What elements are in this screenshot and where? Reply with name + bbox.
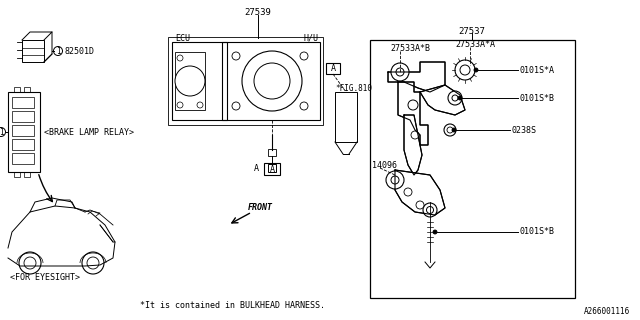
Text: A266001116: A266001116 bbox=[584, 308, 630, 316]
Bar bbox=[326, 63, 340, 74]
Circle shape bbox=[460, 65, 470, 75]
Polygon shape bbox=[404, 115, 422, 175]
Circle shape bbox=[82, 252, 104, 274]
Circle shape bbox=[433, 230, 437, 234]
Circle shape bbox=[197, 102, 203, 108]
Circle shape bbox=[386, 171, 404, 189]
Text: 0238S: 0238S bbox=[512, 125, 537, 134]
Text: 27537: 27537 bbox=[459, 27, 485, 36]
Circle shape bbox=[447, 127, 453, 133]
Bar bbox=[8, 92, 40, 172]
Polygon shape bbox=[388, 62, 445, 92]
Bar bbox=[335, 92, 357, 142]
Text: *It is contained in BULKHEAD HARNESS.: *It is contained in BULKHEAD HARNESS. bbox=[140, 301, 325, 310]
Circle shape bbox=[391, 176, 399, 184]
Text: ECU: ECU bbox=[175, 34, 190, 43]
Text: 1: 1 bbox=[56, 46, 60, 55]
Text: A: A bbox=[269, 164, 275, 173]
Circle shape bbox=[474, 68, 478, 72]
Text: 1: 1 bbox=[0, 127, 3, 137]
Circle shape bbox=[242, 51, 302, 111]
Circle shape bbox=[54, 46, 63, 55]
Text: 0101S*B: 0101S*B bbox=[520, 93, 555, 102]
Circle shape bbox=[452, 95, 458, 101]
Bar bbox=[12, 111, 34, 122]
Bar bbox=[222, 42, 320, 120]
Circle shape bbox=[0, 127, 6, 137]
Bar bbox=[14, 172, 20, 177]
Circle shape bbox=[444, 124, 456, 136]
Text: A: A bbox=[253, 164, 259, 172]
Circle shape bbox=[416, 201, 424, 209]
Circle shape bbox=[455, 60, 475, 80]
Text: *FIG.810: *FIG.810 bbox=[335, 84, 372, 92]
Text: <BRAKE LAMP RELAY>: <BRAKE LAMP RELAY> bbox=[44, 127, 134, 137]
Circle shape bbox=[404, 188, 412, 196]
Circle shape bbox=[458, 96, 462, 100]
Polygon shape bbox=[398, 82, 428, 145]
Text: A: A bbox=[330, 64, 335, 73]
Circle shape bbox=[232, 52, 240, 60]
Circle shape bbox=[177, 55, 183, 61]
Circle shape bbox=[300, 52, 308, 60]
Polygon shape bbox=[420, 85, 465, 115]
Circle shape bbox=[232, 102, 240, 110]
Text: H/U: H/U bbox=[303, 34, 318, 43]
Circle shape bbox=[448, 91, 462, 105]
Circle shape bbox=[396, 68, 404, 76]
Text: 0101S*B: 0101S*B bbox=[520, 228, 555, 236]
Bar bbox=[172, 42, 227, 120]
Bar bbox=[268, 164, 276, 172]
Bar bbox=[22, 40, 44, 62]
Circle shape bbox=[300, 102, 308, 110]
Bar bbox=[268, 149, 276, 156]
Text: 27533A*B: 27533A*B bbox=[390, 44, 430, 52]
Text: 82501D: 82501D bbox=[64, 46, 94, 55]
Circle shape bbox=[87, 257, 99, 269]
Bar bbox=[175, 52, 205, 110]
Circle shape bbox=[423, 203, 437, 217]
Text: 0101S*A: 0101S*A bbox=[520, 66, 555, 75]
Polygon shape bbox=[395, 170, 445, 215]
Circle shape bbox=[411, 131, 419, 139]
Text: 14096: 14096 bbox=[372, 161, 397, 170]
Circle shape bbox=[254, 63, 290, 99]
Circle shape bbox=[19, 252, 41, 274]
Bar bbox=[264, 163, 280, 175]
Bar bbox=[12, 153, 34, 164]
Circle shape bbox=[177, 102, 183, 108]
Text: FRONT: FRONT bbox=[248, 204, 273, 212]
Text: 27539: 27539 bbox=[244, 7, 271, 17]
Bar bbox=[12, 139, 34, 150]
Bar bbox=[370, 40, 575, 298]
Circle shape bbox=[175, 66, 205, 96]
Bar bbox=[12, 125, 34, 136]
Bar bbox=[168, 37, 323, 125]
Circle shape bbox=[391, 63, 409, 81]
Circle shape bbox=[452, 128, 456, 132]
Bar bbox=[24, 172, 30, 177]
Circle shape bbox=[426, 206, 433, 213]
Bar bbox=[14, 87, 20, 92]
Bar bbox=[24, 87, 30, 92]
Text: 27533A*A: 27533A*A bbox=[455, 39, 495, 49]
Circle shape bbox=[408, 100, 418, 110]
Bar bbox=[12, 97, 34, 108]
Text: <FOR EYESIGHT>: <FOR EYESIGHT> bbox=[10, 274, 80, 283]
Circle shape bbox=[24, 257, 36, 269]
